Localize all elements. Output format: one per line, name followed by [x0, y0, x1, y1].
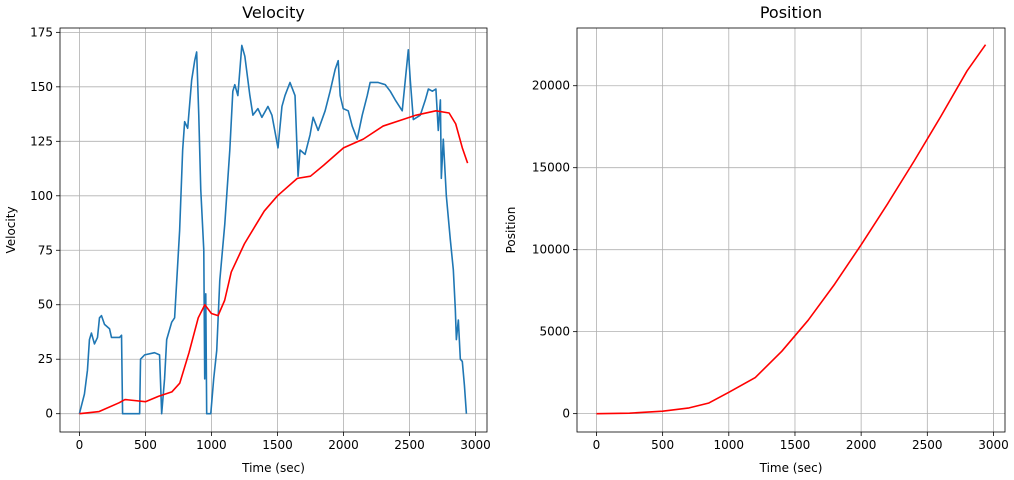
x-axis-label: Time (sec)	[241, 461, 305, 475]
y-tick-label: 5000	[539, 325, 570, 339]
chart-title: Velocity	[242, 3, 305, 22]
x-tick-label: 0	[76, 438, 84, 452]
y-tick-label: 20000	[532, 79, 570, 93]
y-tick-label: 0	[45, 407, 53, 421]
y-tick-label: 100	[30, 189, 53, 203]
x-tick-label: 1000	[714, 438, 745, 452]
data-line	[596, 44, 987, 415]
x-tick-label: 2000	[328, 438, 359, 452]
y-tick-label: 175	[30, 25, 53, 39]
x-tick-label: 0	[593, 438, 601, 452]
data-line	[79, 110, 469, 415]
y-tick-label: 25	[38, 352, 53, 366]
data-line	[78, 44, 468, 415]
x-tick-label: 500	[651, 438, 674, 452]
y-axis-label: Velocity	[4, 206, 18, 253]
y-tick-label: 10000	[532, 243, 570, 257]
x-tick-label: 1000	[196, 438, 227, 452]
y-tick-label: 0	[562, 407, 570, 421]
x-tick-label: 1500	[780, 438, 811, 452]
y-tick-label: 50	[38, 298, 53, 312]
y-tick-label: 75	[38, 243, 53, 257]
y-axis-label: Position	[504, 207, 518, 254]
x-axis-label: Time (sec)	[759, 461, 823, 475]
y-tick-label: 125	[30, 134, 53, 148]
x-tick-label: 2500	[394, 438, 425, 452]
chart-title: Position	[760, 3, 822, 22]
x-tick-label: 2500	[912, 438, 943, 452]
x-tick-label: 3000	[460, 438, 491, 452]
axes-frame	[576, 27, 1006, 433]
x-tick-label: 2000	[846, 438, 877, 452]
y-tick-label: 15000	[532, 161, 570, 175]
x-tick-label: 3000	[978, 438, 1009, 452]
x-tick-label: 500	[134, 438, 157, 452]
axes-frame	[59, 27, 488, 433]
x-tick-label: 1500	[262, 438, 293, 452]
y-tick-label: 150	[30, 80, 53, 94]
